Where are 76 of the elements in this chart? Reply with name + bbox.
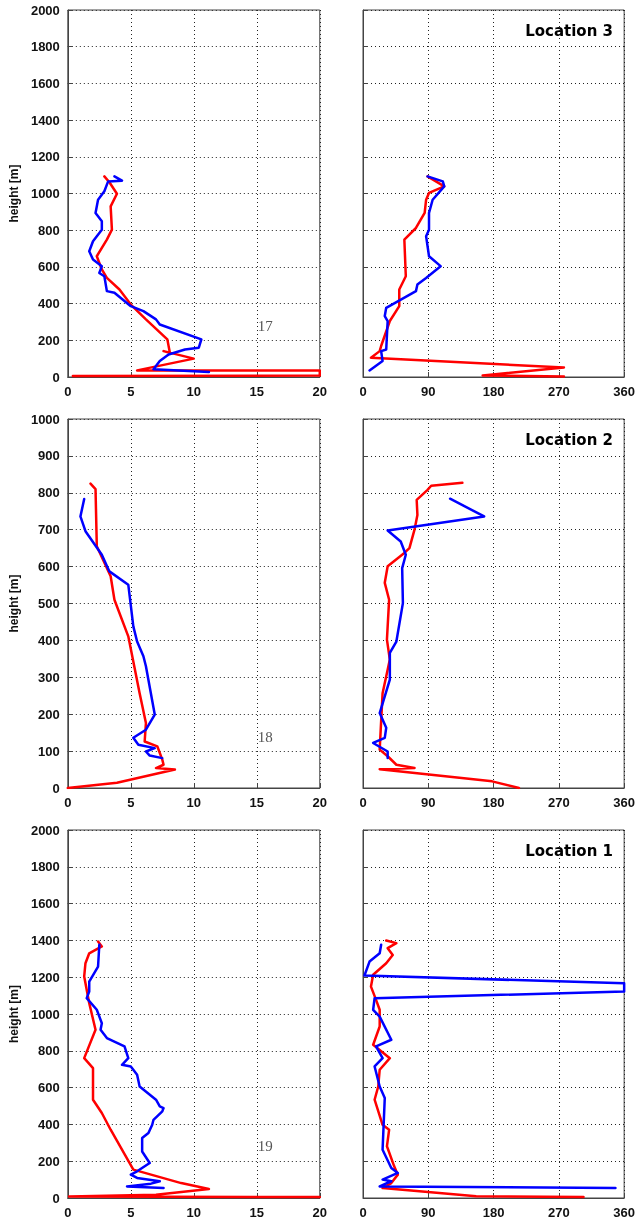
line-series	[85, 943, 165, 1190]
x-tick-label: 270	[548, 795, 570, 810]
y-tick-label: 2000	[30, 822, 60, 838]
y-tick-label: 0	[52, 1190, 60, 1206]
y-tick-label: 600	[38, 559, 60, 575]
line-series	[87, 175, 211, 374]
x-tick-label: 20	[312, 1205, 327, 1220]
text: Location 3	[525, 21, 614, 40]
x-tick-label: 0	[359, 795, 367, 810]
text: Location 2	[525, 430, 614, 449]
x-tick-label: 10	[186, 1205, 202, 1220]
x-tick-label: 0	[64, 384, 72, 399]
annotation: 18	[257, 729, 273, 746]
x-tick-label: 15	[249, 1205, 265, 1220]
y-tick-label: 1400	[30, 932, 60, 948]
x-tick-label: 270	[548, 384, 570, 399]
x-tick-label: 10	[186, 795, 202, 810]
x-tick-label: 270	[548, 1205, 570, 1220]
x-tick-label: 5	[127, 1205, 135, 1220]
y-tick-label: 900	[38, 448, 60, 464]
line-series	[66, 482, 177, 790]
x-tick-label: 180	[482, 795, 505, 810]
x-tick-label: 15	[249, 795, 265, 810]
y-tick-label: 1200	[30, 969, 60, 985]
x-tick-label: 360	[613, 795, 636, 810]
y-tick-label: 600	[38, 259, 60, 275]
x-tick-label: 90	[421, 1205, 436, 1220]
y-tick-label: 800	[38, 222, 60, 238]
annotation: 19	[257, 1138, 273, 1155]
x-tick-label: 20	[312, 795, 327, 810]
y-tick-label: 200	[38, 332, 60, 348]
y-tick-label: 1800	[30, 39, 60, 55]
y-tick-label: 1000	[30, 411, 60, 427]
y-tick-label: 1600	[30, 75, 60, 91]
y-tick-label: 400	[38, 296, 60, 312]
y-tick-label: 800	[38, 1043, 60, 1059]
y-axis-title: height [m]	[7, 164, 21, 223]
x-tick-label: 180	[482, 384, 505, 399]
x-tick-label: 5	[127, 384, 135, 399]
y-tick-label: 1600	[30, 896, 60, 912]
x-tick-label: 180	[482, 1205, 505, 1220]
x-tick-label: 0	[359, 384, 367, 399]
text: Location 1	[525, 841, 614, 860]
y-tick-label: 200	[38, 1153, 60, 1169]
y-tick-label: 1800	[30, 859, 60, 875]
y-tick-label: 0	[52, 369, 60, 385]
x-tick-label: 0	[359, 1205, 367, 1220]
x-tick-label: 10	[186, 384, 202, 399]
y-axis-title: height [m]	[7, 985, 21, 1043]
y-tick-label: 800	[38, 485, 60, 501]
x-tick-label: 360	[613, 1205, 636, 1220]
y-tick-label: 0	[52, 780, 60, 796]
y-tick-label: 1000	[30, 186, 60, 201]
x-tick-label: 360	[613, 384, 636, 399]
y-tick-label: 2000	[30, 2, 60, 18]
y-axis-title: height [m]	[7, 574, 21, 633]
y-tick-label: 400	[38, 1116, 60, 1132]
y-tick-label: 1000	[30, 1006, 60, 1022]
y-tick-label: 500	[38, 596, 60, 611]
y-tick-label: 300	[38, 669, 60, 685]
y-tick-label: 1200	[30, 149, 60, 165]
x-tick-label: 90	[421, 795, 436, 810]
x-tick-label: 15	[249, 384, 265, 399]
x-tick-label: 5	[127, 795, 135, 810]
x-tick-label: 20	[312, 384, 327, 399]
y-tick-label: 1400	[30, 112, 60, 128]
annotation: 17	[257, 317, 274, 334]
y-tick-label: 200	[38, 706, 60, 722]
y-tick-label: 100	[38, 743, 60, 759]
x-tick-label: 90	[421, 384, 436, 399]
line-series	[79, 497, 164, 760]
y-tick-label: 400	[38, 632, 60, 648]
y-tick-label: 700	[38, 522, 60, 538]
x-tick-label: 0	[64, 795, 72, 810]
x-tick-label: 0	[64, 1205, 72, 1220]
y-tick-label: 600	[38, 1080, 60, 1096]
